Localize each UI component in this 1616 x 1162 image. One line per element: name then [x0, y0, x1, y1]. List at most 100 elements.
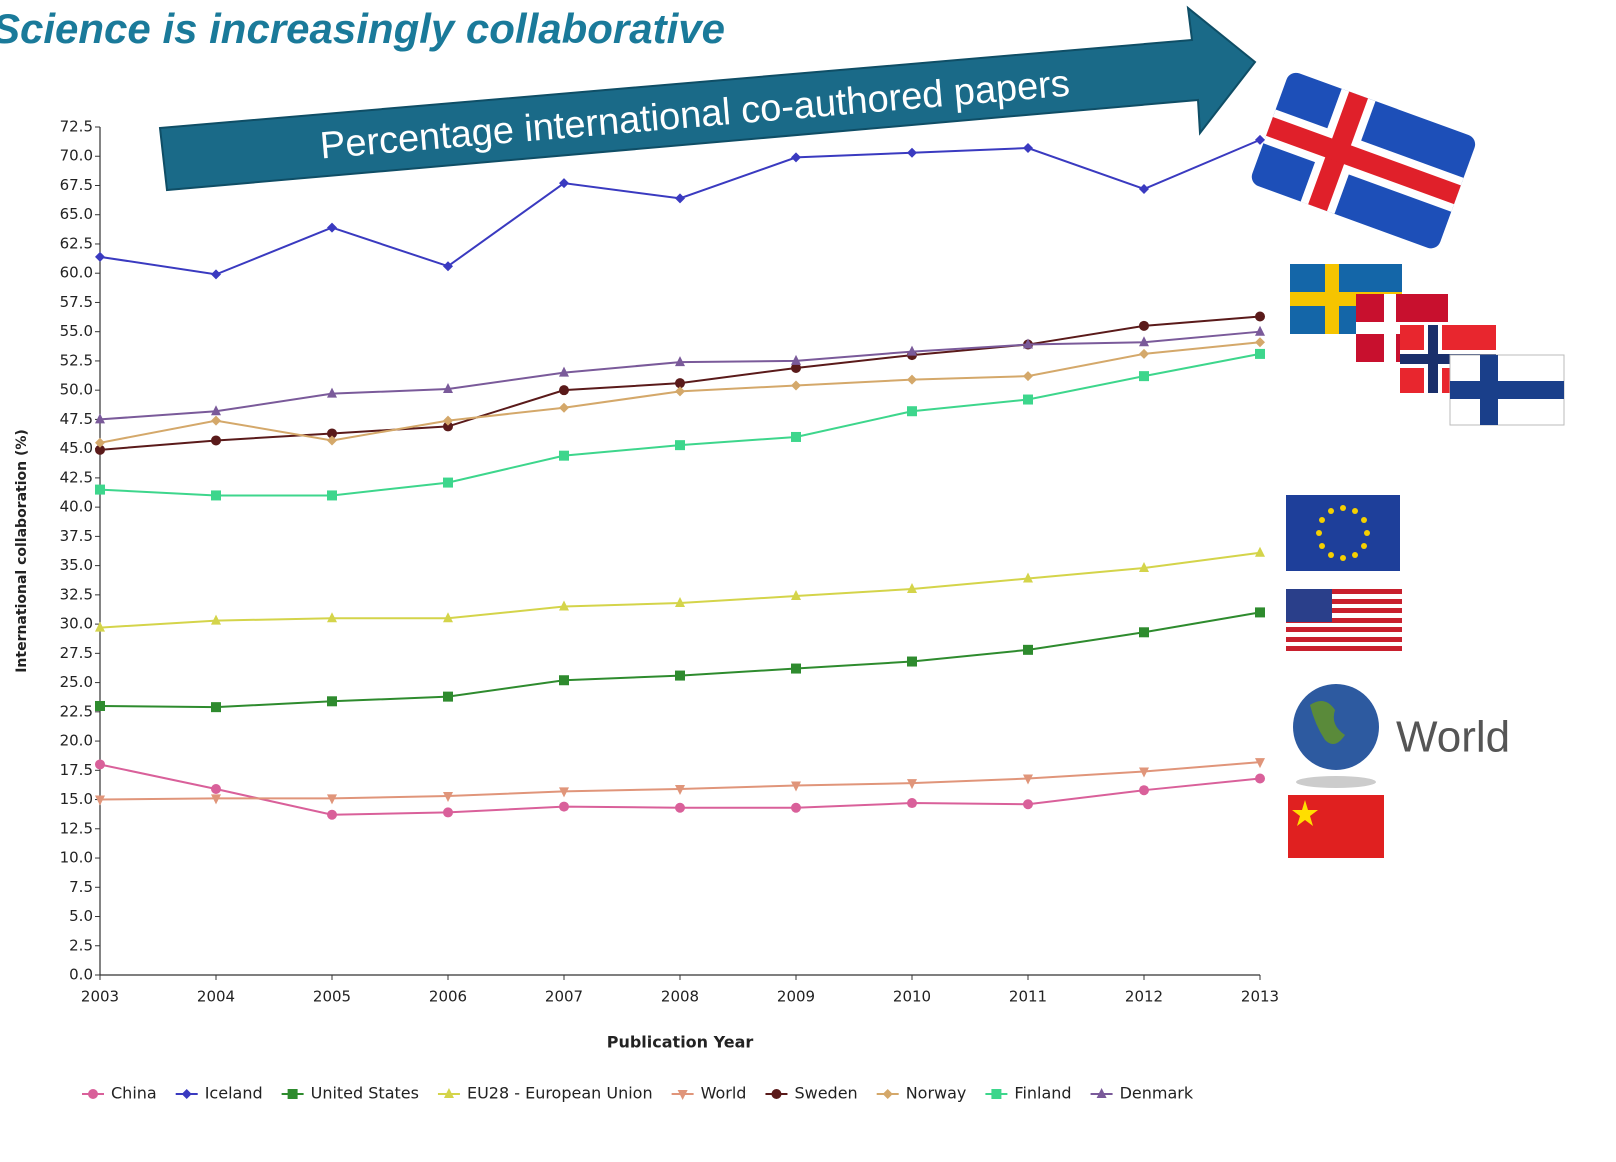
legend-item: Sweden: [765, 1084, 857, 1103]
point: [675, 671, 685, 681]
point: [675, 193, 685, 203]
series-line: [100, 612, 1260, 707]
point: [1023, 371, 1033, 381]
point: [443, 478, 453, 488]
legend-label: China: [111, 1084, 157, 1103]
point: [1255, 349, 1265, 359]
legend-label: Denmark: [1120, 1084, 1194, 1103]
china-flag: [1288, 795, 1384, 858]
point: [443, 692, 453, 702]
point: [1139, 349, 1149, 359]
legend-label: EU28 - European Union: [467, 1084, 653, 1103]
us-flag: [1286, 589, 1402, 651]
y-tick-label: 52.5: [60, 351, 93, 369]
legend-label: Norway: [906, 1084, 967, 1103]
point: [327, 223, 337, 233]
y-tick-label: 50.0: [60, 381, 93, 399]
y-tick-label: 7.5: [69, 878, 93, 896]
point: [95, 701, 105, 711]
point: [95, 759, 105, 769]
point: [1023, 799, 1033, 809]
point: [791, 664, 801, 674]
globe: World: [1293, 684, 1510, 788]
point: [559, 451, 569, 461]
point: [327, 490, 337, 500]
point: [211, 784, 221, 794]
y-tick-label: 72.5: [60, 118, 93, 136]
point: [1139, 371, 1149, 381]
legend-marker: [88, 1089, 98, 1099]
eu-flag: [1286, 495, 1400, 571]
legend-marker: [771, 1089, 781, 1099]
y-tick-label: 17.5: [60, 761, 93, 779]
point: [675, 803, 685, 813]
point: [907, 798, 917, 808]
point: [1139, 321, 1149, 331]
y-tick-label: 2.5: [69, 936, 93, 954]
legend-item: EU28 - European Union: [438, 1084, 653, 1103]
iceland-flag: [1249, 70, 1478, 251]
legend-item: Norway: [877, 1084, 967, 1103]
x-tick-label: 2010: [893, 988, 931, 1006]
x-tick-label: 2005: [313, 988, 351, 1006]
y-tick-label: 57.5: [60, 293, 93, 311]
y-tick-label: 65.0: [60, 205, 93, 223]
point: [211, 416, 221, 426]
point: [1255, 607, 1265, 617]
x-tick-label: 2008: [661, 988, 699, 1006]
y-tick-label: 25.0: [60, 673, 93, 691]
y-tick-label: 32.5: [60, 585, 93, 603]
y-tick-label: 35.0: [60, 556, 93, 574]
y-tick-label: 22.5: [60, 702, 93, 720]
y-tick-label: 20.0: [60, 732, 93, 750]
point: [559, 385, 569, 395]
legend-item: World: [672, 1084, 747, 1103]
legend-label: Iceland: [205, 1084, 263, 1103]
series-line: [100, 354, 1260, 496]
point: [791, 803, 801, 813]
series-line: [100, 332, 1260, 420]
y-tick-label: 47.5: [60, 410, 93, 428]
legend-item: Finland: [985, 1084, 1071, 1103]
point: [1255, 547, 1265, 557]
point: [1023, 645, 1033, 655]
y-tick-label: 60.0: [60, 264, 93, 282]
y-axis-title: International collaboration (%): [14, 429, 30, 673]
point: [95, 796, 105, 806]
point: [559, 802, 569, 812]
point: [791, 380, 801, 390]
point: [1023, 395, 1033, 405]
point: [907, 375, 917, 385]
y-tick-label: 10.0: [60, 849, 93, 867]
legend-label: World: [701, 1084, 747, 1103]
y-tick-label: 37.5: [60, 527, 93, 545]
point: [907, 657, 917, 667]
point: [1255, 311, 1265, 321]
x-tick-label: 2009: [777, 988, 815, 1006]
point: [1139, 184, 1149, 194]
legend-marker: [883, 1089, 893, 1099]
point: [907, 406, 917, 416]
y-tick-label: 45.0: [60, 439, 93, 457]
point: [211, 269, 221, 279]
point: [327, 810, 337, 820]
legend: China Iceland United States EU28 - European…: [82, 1084, 1194, 1103]
y-tick-label: 15.0: [60, 790, 93, 808]
x-tick-label: 2013: [1241, 988, 1279, 1006]
y-tick-label: 70.0: [60, 147, 93, 165]
legend-item: United States: [282, 1084, 419, 1103]
y-tick-label: 67.5: [60, 176, 93, 194]
legend-marker: [182, 1089, 192, 1099]
legend-marker: [288, 1089, 298, 1099]
point: [211, 490, 221, 500]
x-tick-label: 2012: [1125, 988, 1163, 1006]
point: [211, 435, 221, 445]
point: [559, 403, 569, 413]
y-tick-label: 55.0: [60, 322, 93, 340]
y-tick-label: 40.0: [60, 498, 93, 516]
x-axis-title: Publication Year: [607, 1033, 754, 1052]
legend-label: United States: [311, 1084, 419, 1103]
legend-item: Iceland: [176, 1084, 263, 1103]
x-tick-label: 2004: [197, 988, 235, 1006]
x-tick-label: 2006: [429, 988, 467, 1006]
